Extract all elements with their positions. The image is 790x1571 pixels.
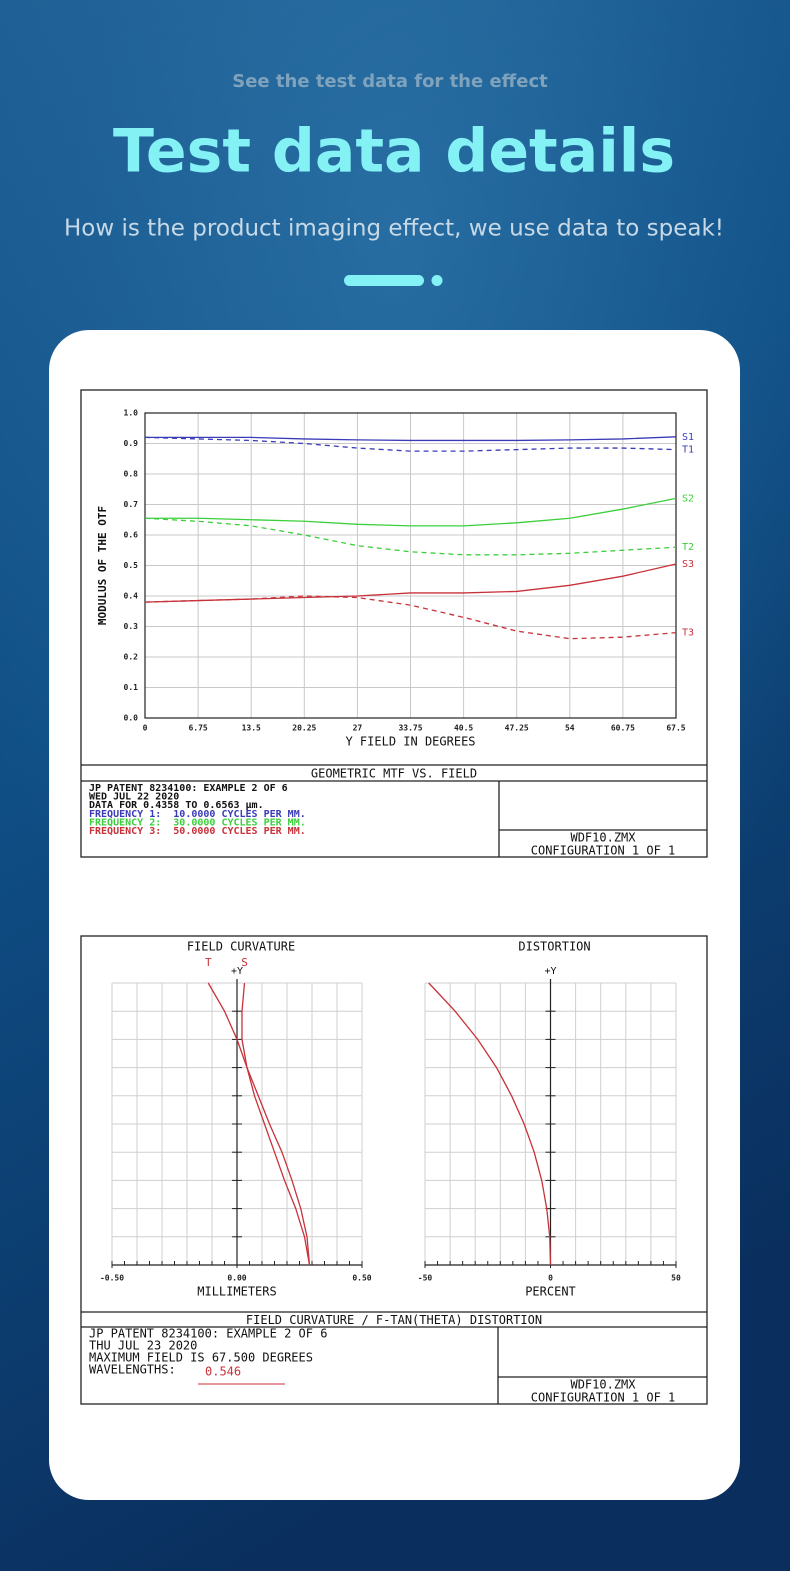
x-tick-label: 40.5 bbox=[454, 724, 473, 733]
divider-pill bbox=[344, 275, 424, 286]
series-line bbox=[145, 436, 677, 442]
x-tick-label: 27 bbox=[353, 724, 363, 733]
y-tick-label: 0.2 bbox=[124, 653, 139, 662]
x-tick-label: 6.75 bbox=[188, 724, 207, 733]
series-label: T3 bbox=[682, 628, 694, 639]
series-label: S1 bbox=[682, 432, 694, 443]
x-axis-label: PERCENT bbox=[525, 1285, 576, 1299]
x-tick-label: 67.5 bbox=[666, 724, 685, 733]
x-tick-label: 33.75 bbox=[398, 724, 422, 733]
panel-line: DATA FOR 0.4358 TO 0.6563 µm. bbox=[89, 800, 264, 811]
panel-line: WED JUL 22 2020 bbox=[89, 792, 179, 803]
y-tick-label: 0.1 bbox=[124, 683, 139, 692]
x-tick-label: 54 bbox=[565, 724, 575, 733]
series-line bbox=[144, 563, 677, 603]
y-tick-label: 0.7 bbox=[124, 500, 139, 509]
plot-title: DISTORTION bbox=[518, 940, 590, 954]
y-tick-label: 0.5 bbox=[124, 561, 139, 570]
panel-frame bbox=[80, 389, 708, 858]
axis-label: +Y bbox=[544, 966, 556, 977]
y-tick-label: 1.0 bbox=[124, 409, 139, 418]
x-tick-label: 50 bbox=[671, 1274, 681, 1283]
y-tick-label: 0.8 bbox=[124, 470, 139, 479]
series-label: T1 bbox=[682, 445, 694, 456]
panel-config: CONFIGURATION 1 OF 1 bbox=[531, 1391, 676, 1405]
x-axis-label: MILLIMETERS bbox=[197, 1285, 276, 1299]
x-tick-label: 60.75 bbox=[611, 724, 635, 733]
series-line bbox=[428, 982, 552, 1266]
x-axis-label: Y FIELD IN DEGREES bbox=[345, 735, 475, 749]
series-label: T bbox=[205, 956, 212, 969]
panel-config: CONFIGURATION 1 OF 1 bbox=[531, 844, 676, 858]
series-line bbox=[241, 982, 311, 1266]
panel-title: GEOMETRIC MTF VS. FIELD bbox=[311, 767, 477, 781]
x-tick-label: 20.25 bbox=[292, 724, 316, 733]
x-tick-label: 0 bbox=[548, 1274, 553, 1283]
wavelength: 0.546 bbox=[205, 1365, 241, 1379]
panel-line: JP PATENT 8234100: EXAMPLE 2 OF 6 bbox=[89, 1327, 327, 1341]
kicker: See the test data for the effect bbox=[232, 71, 548, 92]
y-tick-label: 0.0 bbox=[124, 714, 139, 723]
y-tick-label: 0.6 bbox=[124, 531, 139, 540]
plot-title: FIELD CURVATURE bbox=[187, 940, 295, 954]
series-label: S3 bbox=[682, 559, 694, 570]
x-tick-label: -0.50 bbox=[100, 1274, 124, 1283]
panel-file: WDF10.ZMX bbox=[570, 831, 636, 845]
y-axis-label: MODULUS OF THE OTF bbox=[96, 506, 109, 625]
y-tick-label: 0.4 bbox=[124, 592, 139, 601]
series-label: S bbox=[241, 956, 248, 969]
mtf-panel: GEOMETRIC MTF VS. FIELD JP PATENT 8234100… bbox=[80, 389, 708, 858]
axis-label: +Y bbox=[231, 966, 243, 977]
panel-line: WAVELENGTHS: bbox=[89, 1363, 176, 1377]
x-tick-label: 13.5 bbox=[242, 724, 261, 733]
page-title: Test data details bbox=[113, 117, 675, 187]
panel-file: WDF10.ZMX bbox=[570, 1378, 636, 1392]
panel-line: FREQUENCY 3: 50.0000 CYCLES PER MM. bbox=[89, 826, 306, 837]
panel-frame bbox=[80, 935, 708, 1405]
tagline: How is the product imaging effect, we us… bbox=[64, 216, 724, 242]
series-line bbox=[144, 517, 677, 556]
series-label: T2 bbox=[682, 542, 694, 553]
panel-line: FREQUENCY 1: 10.0000 CYCLES PER MM. bbox=[89, 809, 306, 820]
panel-line: THU JUL 23 2020 bbox=[89, 1339, 197, 1353]
x-tick-label: 0.50 bbox=[352, 1274, 371, 1283]
x-tick-label: -50 bbox=[418, 1274, 433, 1283]
y-tick-label: 0.9 bbox=[124, 439, 139, 448]
panel-line: MAXIMUM FIELD IS 67.500 DEGREES bbox=[89, 1351, 313, 1365]
series-line bbox=[145, 497, 677, 527]
divider-dot bbox=[431, 275, 443, 286]
x-tick-label: 47.25 bbox=[505, 724, 529, 733]
x-tick-label: 0.00 bbox=[227, 1274, 246, 1283]
series-line bbox=[144, 436, 677, 452]
panel-title: FIELD CURVATURE / F-TAN(THETA) DISTORTIO… bbox=[246, 1313, 542, 1327]
y-tick-label: 0.3 bbox=[124, 622, 139, 631]
series-line bbox=[207, 982, 311, 1266]
panel-line: FREQUENCY 2: 30.0000 CYCLES PER MM. bbox=[89, 817, 306, 828]
panel-line: JP PATENT 8234100: EXAMPLE 2 OF 6 bbox=[89, 783, 288, 794]
series-label: S2 bbox=[682, 493, 694, 504]
plot-frame bbox=[144, 412, 677, 719]
x-tick-label: 0 bbox=[143, 724, 148, 733]
field-panel: FIELD CURVATURE / F-TAN(THETA) DISTORTIO… bbox=[80, 935, 708, 1405]
